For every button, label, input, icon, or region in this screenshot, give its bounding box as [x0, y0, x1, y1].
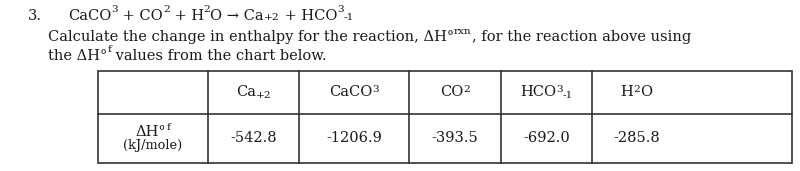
Text: -393.5: -393.5: [431, 131, 478, 146]
Text: CaCO: CaCO: [68, 9, 111, 23]
Text: +2: +2: [256, 91, 271, 101]
Text: 2: 2: [634, 84, 640, 94]
Text: O: O: [640, 86, 652, 100]
Text: 3: 3: [556, 84, 562, 94]
Text: + CO: + CO: [118, 9, 162, 23]
Text: -1206.9: -1206.9: [326, 131, 382, 146]
Text: 3: 3: [111, 5, 118, 15]
Text: -285.8: -285.8: [613, 131, 660, 146]
Text: Calculate the change in enthalpy for the reaction, ΔH°: Calculate the change in enthalpy for the…: [48, 30, 454, 44]
Text: O → Ca: O → Ca: [210, 9, 264, 23]
Text: + HCO: + HCO: [280, 9, 337, 23]
Text: -1: -1: [344, 12, 354, 22]
Text: , for the reaction above using: , for the reaction above using: [472, 30, 691, 44]
Text: 3: 3: [337, 5, 344, 15]
Text: -1: -1: [562, 91, 573, 101]
Text: Ca: Ca: [236, 86, 256, 100]
Text: + H: + H: [170, 9, 204, 23]
Text: 2: 2: [463, 84, 470, 94]
Text: values from the chart below.: values from the chart below.: [111, 49, 326, 63]
Text: -692.0: -692.0: [523, 131, 570, 146]
Text: 2: 2: [162, 5, 170, 15]
Text: 3: 3: [373, 84, 379, 94]
Text: CaCO: CaCO: [329, 86, 373, 100]
Text: ΔH°: ΔH°: [135, 124, 166, 139]
Text: 3.: 3.: [28, 9, 42, 23]
Text: CO: CO: [440, 86, 463, 100]
Text: +2: +2: [264, 12, 280, 22]
Text: H: H: [621, 86, 634, 100]
Text: 2: 2: [204, 5, 210, 15]
Text: HCO: HCO: [520, 86, 556, 100]
Text: -542.8: -542.8: [230, 131, 277, 146]
Text: (kJ/mole): (kJ/mole): [123, 139, 182, 152]
Text: f: f: [166, 123, 170, 133]
Bar: [98, 71, 792, 163]
Text: rxn: rxn: [454, 27, 472, 36]
Text: f: f: [107, 45, 111, 55]
Text: the ΔH°: the ΔH°: [48, 49, 107, 63]
